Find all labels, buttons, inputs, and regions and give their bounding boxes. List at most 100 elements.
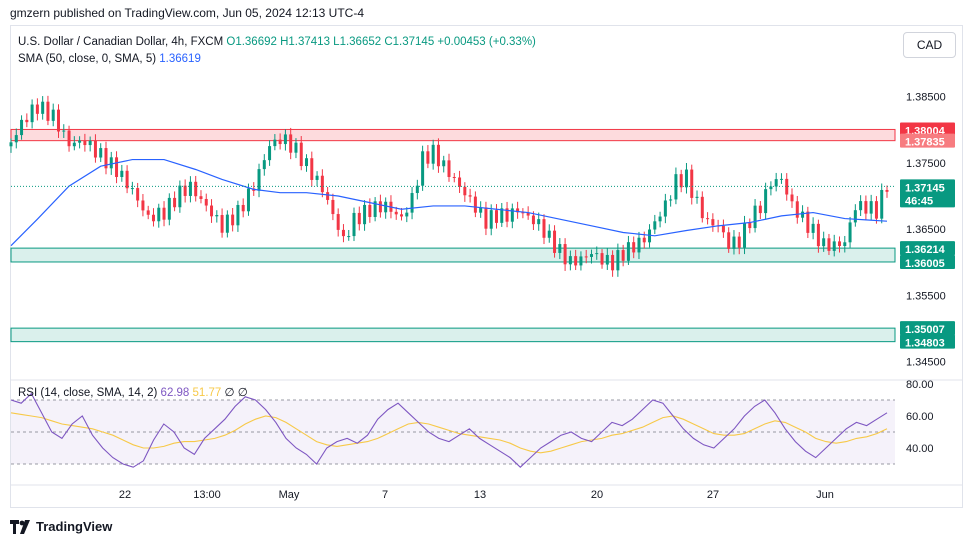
candle-body <box>758 205 762 214</box>
candle-body <box>178 185 182 208</box>
candle-body <box>653 221 657 230</box>
candle-body <box>748 222 752 229</box>
candle-body <box>790 194 794 202</box>
candle-body <box>848 222 852 243</box>
candle-body <box>479 207 483 213</box>
sma-label: SMA (50, close, 0, SMA, 5) <box>18 53 157 65</box>
candle-body <box>320 175 324 193</box>
time-tick-label: 13:00 <box>193 489 221 501</box>
candle-body <box>56 109 60 132</box>
current-price-badge-text: 46:45 <box>905 195 933 207</box>
candle-body <box>246 188 250 212</box>
sma-value: 1.36619 <box>159 53 201 65</box>
candle-body <box>589 254 593 257</box>
candle-body <box>690 169 694 198</box>
candle-body <box>806 211 810 233</box>
candle-body <box>20 119 24 136</box>
candle-body <box>489 210 493 229</box>
candle-body <box>885 189 889 192</box>
candle-body <box>241 204 245 212</box>
candle-body <box>104 148 108 169</box>
candle-body <box>394 211 398 215</box>
candle-body <box>183 185 187 196</box>
price-tick-label: 1.38500 <box>906 92 946 104</box>
support-2-label-2-text: 1.34803 <box>905 338 945 350</box>
candle-body <box>753 205 757 229</box>
candle-body <box>542 219 546 238</box>
candle-body <box>173 197 177 208</box>
support-label-1 <box>900 241 955 256</box>
candle-body <box>25 119 29 123</box>
rsi-title: RSI (14, close, SMA, 14, 2) <box>18 387 158 399</box>
candle-body <box>579 256 583 266</box>
candle-body <box>199 196 203 199</box>
candle-body <box>426 151 430 164</box>
legend-close: C1.37145 <box>384 36 435 48</box>
candle-body <box>405 212 409 217</box>
candle-body <box>421 151 425 186</box>
publisher-line: gmzern published on TradingView.com, Jun… <box>10 6 364 20</box>
time-tick-label: 20 <box>591 489 603 501</box>
candle-body <box>357 212 361 225</box>
support-label-1-text: 1.36214 <box>905 244 946 256</box>
resistance-zone <box>10 128 896 142</box>
candle-body <box>737 236 741 248</box>
candle-body <box>93 140 97 158</box>
candle-body <box>72 142 76 147</box>
candle-body <box>811 223 815 233</box>
candle-body <box>78 140 82 143</box>
candle-body <box>537 219 541 225</box>
time-tick-label: 13 <box>474 489 486 501</box>
candle-body <box>700 196 704 219</box>
rsi-extra-1: ∅ <box>224 387 235 399</box>
rsi-extra-2: ∅ <box>237 387 248 399</box>
candle-body <box>130 188 134 190</box>
support-label-2-text: 1.36005 <box>905 258 945 270</box>
candle-body <box>326 192 330 200</box>
time-tick-label: 27 <box>707 489 719 501</box>
support-2-label-1 <box>900 321 955 336</box>
resistance-label-2 <box>900 133 955 148</box>
candle-body <box>764 189 768 214</box>
candle-body <box>563 244 567 265</box>
sma-line <box>10 158 888 247</box>
legend-title: U.S. Dollar / Canadian Dollar, 4h, FXCM <box>18 36 224 48</box>
candle-body <box>299 142 303 167</box>
candle-body <box>880 189 884 219</box>
candle-body <box>347 236 351 238</box>
candle-body <box>822 238 826 247</box>
candle-body <box>679 174 683 188</box>
candle-body <box>727 232 731 249</box>
candle-body <box>816 223 820 247</box>
candle-body <box>194 181 198 197</box>
candle-body <box>436 144 440 167</box>
candle-body <box>215 215 219 217</box>
candle-body <box>621 250 625 261</box>
candle-body <box>521 212 525 214</box>
candle-body <box>473 196 477 213</box>
rsi-ma-value: 51.77 <box>192 387 222 399</box>
candle-body <box>616 250 620 271</box>
candle-body <box>531 215 535 225</box>
time-tick-label: Jun <box>816 489 834 501</box>
candle-body <box>674 174 678 200</box>
candle-body <box>415 185 419 194</box>
candle-body <box>231 214 235 226</box>
candle-body <box>505 208 509 222</box>
candle-body <box>268 146 272 161</box>
time-tick-label: 22 <box>119 489 131 501</box>
candle-body <box>310 158 314 180</box>
legend-high: H1.37413 <box>280 36 330 48</box>
candle-body <box>600 253 604 265</box>
candle-body <box>410 193 414 213</box>
candle-body <box>378 201 382 213</box>
candle-body <box>463 186 467 196</box>
currency-button[interactable]: CAD <box>903 32 956 58</box>
tradingview-icon <box>10 519 30 534</box>
candle-body <box>341 229 345 237</box>
candle-body <box>368 204 372 217</box>
candle-body <box>553 230 557 253</box>
candle-body <box>547 230 551 238</box>
tradingview-logo[interactable]: TradingView <box>10 519 112 534</box>
